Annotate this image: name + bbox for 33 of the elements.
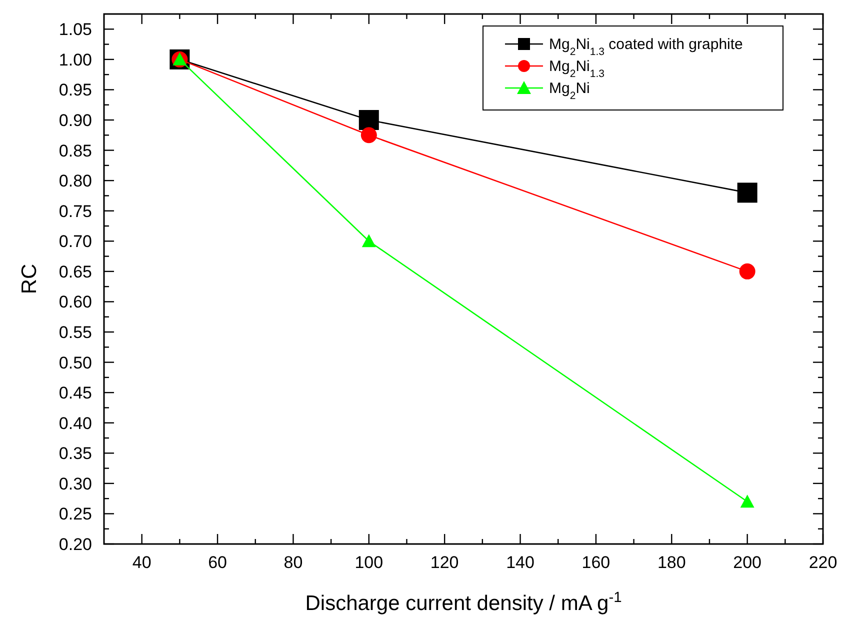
y-axis-title: RC	[18, 264, 41, 294]
legend-label: Mg$_{2}$Ni$_{1.3}$ coated with graphite	[549, 36, 743, 58]
x-tick-label: 100	[354, 553, 384, 572]
y-tick-label: 1.00	[58, 50, 92, 70]
x-tick-label: 80	[284, 553, 303, 572]
y-tick-label: 0.95	[58, 80, 92, 100]
x-tick-label: 180	[657, 553, 686, 572]
y-tick-label: 0.90	[58, 111, 92, 130]
y-tick-label: 0.70	[58, 232, 92, 252]
y-tick-label: 0.75	[58, 202, 92, 221]
y-tick-label: 0.55	[58, 323, 92, 342]
y-tick-label: 0.20	[58, 535, 92, 554]
y-tick-label: 0.65	[58, 262, 92, 282]
legend-label: Mg$_{2}$Ni$_{1.3}$	[549, 58, 605, 80]
y-tick-label: 1.05	[58, 20, 92, 40]
legend-label: Mg$_{2}$Ni	[549, 80, 590, 102]
x-tick-label: 140	[506, 553, 534, 572]
y-tick-label: 0.40	[58, 414, 92, 433]
y-tick-label: 0.25	[58, 504, 92, 524]
x-tick-label: 60	[208, 553, 227, 572]
y-tick-label: 0.60	[58, 292, 92, 312]
x-tick-label: 40	[132, 553, 152, 572]
y-tick-label: 0.35	[58, 444, 92, 464]
x-tick-label: 220	[808, 553, 838, 572]
y-tick-label: 0.80	[58, 172, 92, 191]
x-tick-label: 200	[733, 553, 762, 572]
y-tick-label: 0.45	[58, 384, 92, 403]
x-tick-label: 120	[430, 553, 459, 572]
y-tick-label: 0.50	[58, 353, 92, 372]
y-tick-label: 0.85	[58, 141, 92, 160]
x-tick-label: 160	[582, 553, 610, 572]
x-axis-title: Discharge current density / mA g$^{-1}$	[305, 590, 622, 615]
y-tick-label: 0.30	[58, 474, 92, 494]
